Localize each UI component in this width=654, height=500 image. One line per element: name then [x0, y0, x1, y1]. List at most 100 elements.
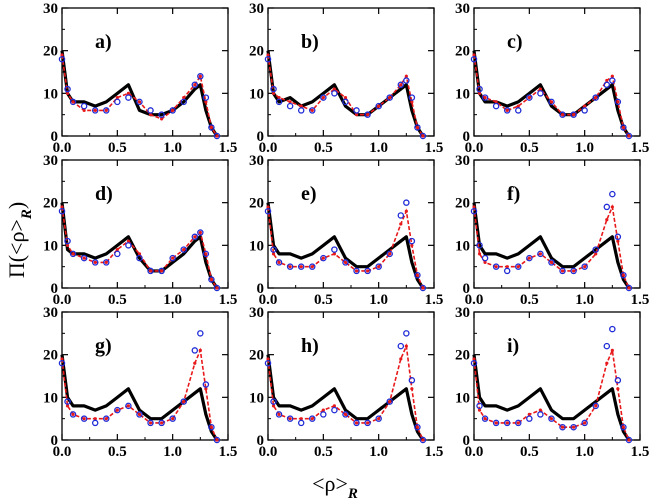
series-black-line	[472, 50, 631, 137]
x-tick-label: 1.0	[369, 292, 388, 308]
series-blue-point	[125, 94, 132, 101]
y-tick-label: 0	[51, 433, 59, 449]
panel-label: g)	[95, 335, 112, 357]
panel-frame	[473, 7, 641, 137]
series-blue-point	[620, 124, 627, 131]
series-blue-point	[386, 94, 393, 101]
series-blue-point	[197, 73, 204, 80]
series-red-point	[148, 113, 153, 117]
series-red-point	[182, 400, 186, 404]
series-blue-point	[537, 411, 544, 418]
x-axis-title-main: <ρ>	[312, 471, 348, 496]
series-blue-point	[386, 250, 393, 258]
series-blue-point	[570, 267, 577, 275]
y-tick-label: 20	[249, 196, 264, 212]
series-red-point	[204, 252, 208, 256]
series-red-point	[477, 252, 482, 256]
x-tick-label: 1.0	[163, 444, 182, 460]
series-red-point	[137, 412, 142, 416]
series-blue-point	[331, 90, 338, 97]
series-red-point	[171, 256, 175, 260]
series-blue-point	[64, 398, 71, 405]
series-blue-point	[309, 263, 316, 270]
series-black-line	[472, 202, 631, 289]
series-red-point	[182, 96, 186, 100]
series-red-line	[61, 347, 218, 441]
series-blue-point	[592, 402, 599, 410]
series-blue-point	[414, 423, 421, 431]
panel-label: i)	[507, 335, 519, 357]
panel-h: 0.0 0.5 1.0 1.5 0 10 20 30 h)	[249, 305, 443, 460]
y-tick-label: 10	[43, 86, 58, 102]
series-red-point	[204, 387, 208, 391]
series-red-point	[483, 417, 487, 421]
series-blue-point	[264, 55, 272, 63]
series-blue-point	[147, 107, 154, 114]
series-red-point	[404, 344, 408, 348]
series-red-point	[605, 218, 609, 222]
series-red-point	[209, 425, 213, 429]
y-tick-label: 30	[43, 1, 58, 17]
series-red-point	[277, 96, 281, 100]
y-tick-label: 30	[455, 305, 470, 321]
series-blue-point	[397, 342, 405, 350]
series-blue-point	[375, 415, 382, 422]
y-tick-label: 0	[257, 281, 265, 297]
series-blue-point	[180, 246, 187, 253]
series-blue-point	[158, 419, 165, 427]
series-blue-point	[58, 55, 66, 63]
y-tick-label: 20	[43, 196, 58, 212]
series-blue-point	[275, 98, 283, 106]
series-blue-point	[581, 419, 588, 427]
series-red-point	[377, 104, 381, 108]
series-red-point	[610, 348, 614, 352]
y-axis-title-group: Π(<ρ>R)	[4, 202, 35, 278]
series-red-point	[126, 239, 130, 243]
y-tick-label: 20	[249, 44, 264, 60]
series-blue-point	[408, 377, 416, 384]
x-tick-label: 0.0	[53, 444, 72, 460]
y-tick-label: 0	[51, 281, 59, 297]
series-red-point	[343, 96, 348, 100]
series-red-point	[527, 412, 531, 416]
series-red-point	[215, 438, 219, 442]
series-red-point	[343, 260, 348, 264]
series-red-point	[209, 277, 213, 282]
series-red-point	[415, 425, 419, 429]
series-blue-point	[169, 254, 176, 262]
panel-label: f)	[507, 183, 520, 205]
series-red-point	[93, 417, 97, 421]
series-red-point	[538, 408, 543, 412]
series-blue-point	[320, 254, 327, 262]
series-red-point	[594, 404, 598, 408]
series-blue-point	[581, 107, 588, 114]
series-red-point	[354, 269, 359, 273]
series-blue-point	[264, 359, 272, 367]
y-axis-title: Π(<ρ>R)	[4, 202, 35, 278]
series-red-point	[560, 113, 565, 117]
series-blue-point	[515, 419, 522, 427]
y-tick-label: 10	[249, 390, 264, 406]
series-blue-point	[548, 415, 555, 422]
series-red-point	[160, 269, 164, 273]
x-axis-title: <ρ>R	[312, 471, 358, 500]
series-blue-point	[286, 263, 294, 270]
panel-frame	[61, 159, 229, 289]
series-red-point	[204, 100, 208, 104]
series-blue-point	[559, 423, 566, 431]
y-axis-title-sub: R	[19, 209, 35, 220]
x-tick-label: 0.5	[314, 292, 333, 308]
series-blue-point	[191, 347, 199, 354]
series-red-point	[399, 357, 403, 361]
series-red-point	[549, 260, 554, 264]
y-tick-label: 30	[249, 305, 264, 321]
y-tick-label: 10	[455, 390, 470, 406]
series-black-line	[266, 354, 425, 441]
y-tick-label: 30	[43, 153, 58, 169]
series-red-point	[366, 421, 370, 425]
series-red-point	[93, 108, 97, 112]
series-blue-point	[515, 263, 522, 270]
series-red-point	[494, 100, 498, 104]
series-red-point	[505, 108, 509, 112]
y-tick-label: 30	[455, 1, 470, 17]
